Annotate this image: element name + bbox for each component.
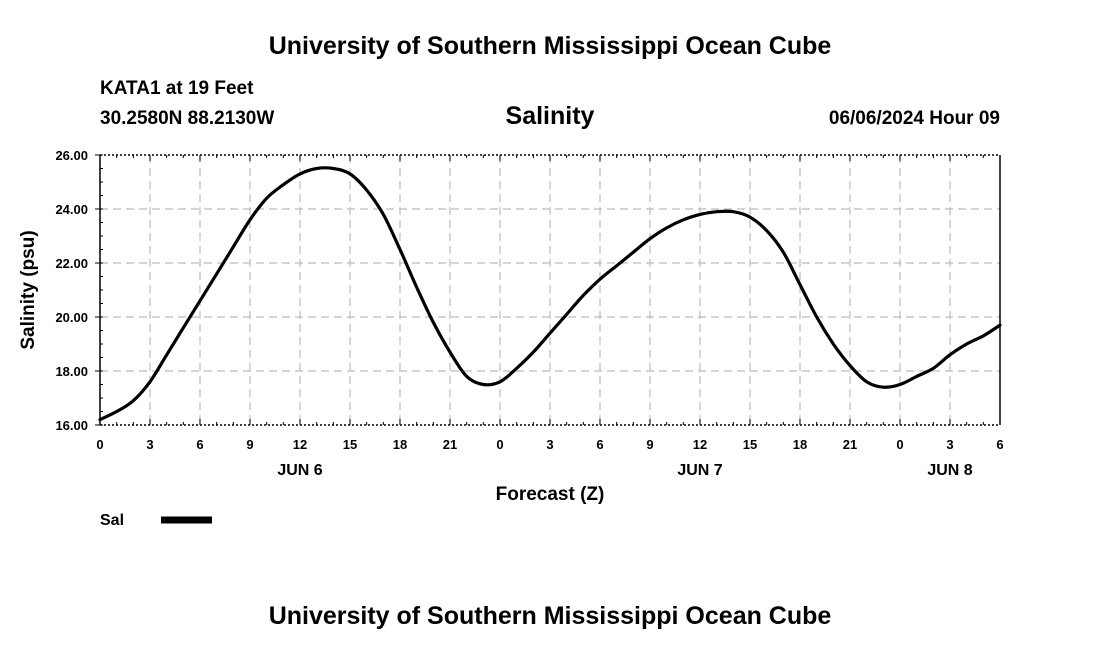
footer-title: University of Southern Mississippi Ocean…	[269, 602, 832, 630]
timestamp-label: 06/06/2024 Hour 09	[829, 108, 1000, 129]
date-label: JUN 8	[927, 462, 972, 479]
y-tick-label: 24.00	[55, 202, 88, 217]
x-tick-label: 6	[196, 437, 203, 452]
station-label: KATA1 at 19 Feet	[100, 78, 254, 99]
x-axis-title: Forecast (Z)	[496, 484, 605, 505]
legend: Sal	[100, 512, 212, 529]
x-tick-label: 3	[946, 437, 953, 452]
x-tick-label: 18	[393, 437, 407, 452]
tick-labels: 0 3 6 9 12 15 18 21 0 3 6 9 12 15 18 21 0 3 6 16.00 18.00 20.…	[55, 148, 1003, 479]
series-layer	[98, 166, 1002, 422]
x-tick-label: 3	[546, 437, 553, 452]
x-tick-label: 12	[693, 437, 707, 452]
y-tick-label: 18.00	[55, 364, 88, 379]
x-tick-label: 0	[896, 437, 903, 452]
x-tick-label: 12	[293, 437, 307, 452]
chart-title: Salinity	[506, 102, 595, 130]
x-tick-label: 0	[496, 437, 503, 452]
x-tick-label: 6	[996, 437, 1003, 452]
series-line-sal	[98, 166, 1002, 422]
date-label: JUN 7	[677, 462, 722, 479]
y-tick-label: 22.00	[55, 256, 88, 271]
date-label: JUN 6	[277, 462, 322, 479]
x-tick-label: 21	[843, 437, 857, 452]
grid	[100, 155, 1000, 425]
coordinates-label: 30.2580N 88.2130W	[100, 108, 274, 129]
x-tick-label: 6	[596, 437, 603, 452]
x-tick-label: 9	[246, 437, 253, 452]
x-tick-label: 21	[443, 437, 457, 452]
x-tick-label: 15	[343, 437, 357, 452]
x-tick-label: 9	[646, 437, 653, 452]
y-tick-label: 26.00	[55, 148, 88, 163]
y-tick-label: 16.00	[55, 418, 88, 433]
axes	[95, 154, 1001, 426]
x-tick-label: 3	[146, 437, 153, 452]
x-tick-label: 0	[96, 437, 103, 452]
x-tick-label: 15	[743, 437, 757, 452]
y-axis-title: Salinity (psu)	[18, 230, 39, 349]
legend-label-sal: Sal	[100, 512, 124, 529]
x-tick-label: 18	[793, 437, 807, 452]
y-tick-label: 20.00	[55, 310, 88, 325]
page-title: University of Southern Mississippi Ocean…	[269, 32, 832, 60]
